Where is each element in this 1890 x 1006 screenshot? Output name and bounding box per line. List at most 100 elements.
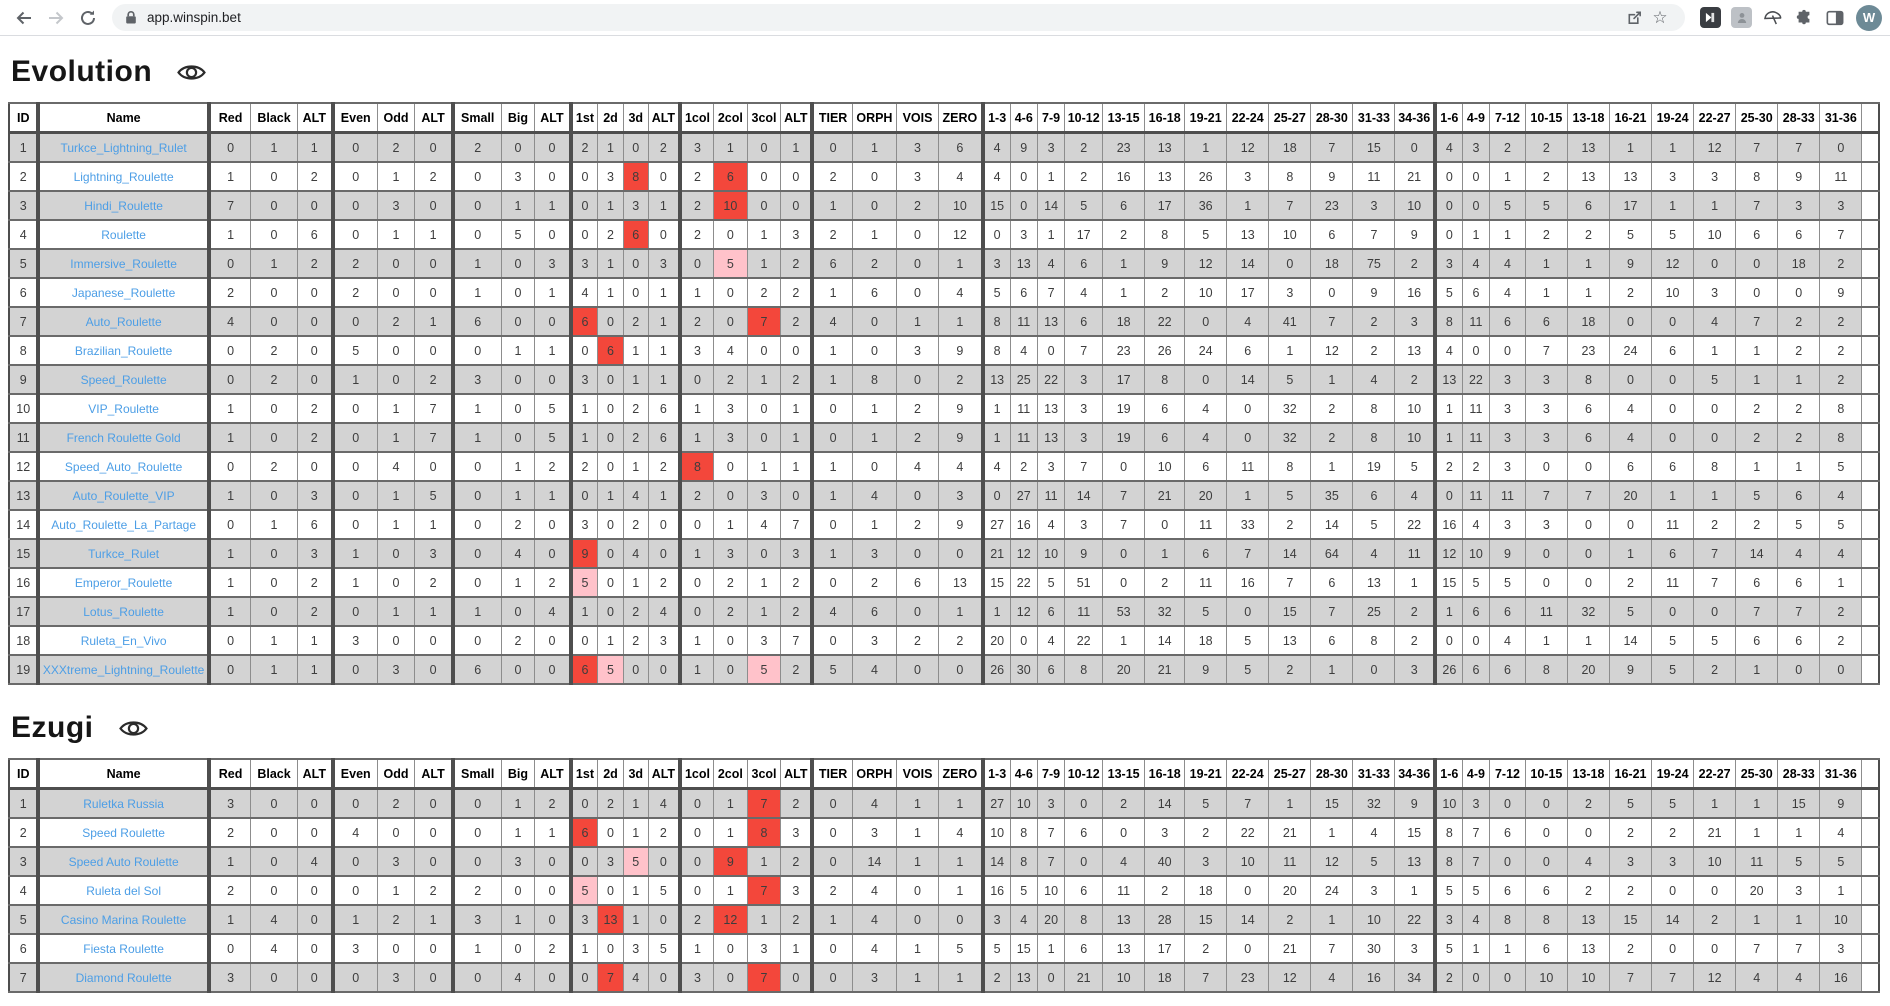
column-header: 13-15 bbox=[1102, 102, 1146, 134]
stat-cell: 0 bbox=[677, 248, 715, 279]
trailing-empty-cell bbox=[1861, 904, 1880, 935]
row-name-cell[interactable]: Immersive_Roulette bbox=[36, 248, 210, 279]
row-name-cell[interactable]: Speed Roulette bbox=[36, 817, 210, 848]
row-name-cell[interactable]: Casino Marina Roulette bbox=[36, 904, 210, 935]
game-name-link[interactable]: Ruleta_En_Vivo bbox=[80, 633, 167, 648]
game-name-link[interactable]: Turkce_Lightning_Rulet bbox=[60, 140, 187, 155]
stat-cell: 4 bbox=[980, 161, 1011, 192]
stat-cell: 1 bbox=[1036, 219, 1066, 250]
puzzle-icon[interactable] bbox=[1791, 5, 1816, 30]
game-name-link[interactable]: Lotus_Roulette bbox=[83, 604, 164, 619]
row-name-cell[interactable]: Hindi_Roulette bbox=[36, 190, 210, 221]
row-name-cell[interactable]: Brazilian_Roulette bbox=[36, 335, 210, 366]
game-name-link[interactable]: Immersive_Roulette bbox=[70, 256, 177, 271]
row-name-cell[interactable]: Ruleta_En_Vivo bbox=[36, 625, 210, 656]
stat-cell: 0 bbox=[677, 567, 715, 598]
stat-cell: 6 bbox=[1009, 277, 1038, 308]
bookmark-star-icon[interactable]: ☆ bbox=[1652, 8, 1668, 27]
stat-cell: 6 bbox=[568, 654, 599, 685]
row-name-cell[interactable]: Auto_Roulette_La_Partage bbox=[36, 509, 210, 540]
game-name-link[interactable]: Speed Auto Roulette bbox=[68, 854, 179, 869]
game-name-link[interactable]: Ruleta del Sol bbox=[86, 883, 161, 898]
stat-cell: 0 bbox=[1394, 131, 1436, 163]
game-name-link[interactable]: Speed_Auto_Roulette bbox=[64, 459, 183, 474]
row-name-cell[interactable]: Ruletka Russia bbox=[36, 787, 210, 819]
stat-cell: 7 bbox=[1777, 933, 1821, 964]
row-name-cell[interactable]: Lightning_Roulette bbox=[36, 161, 210, 192]
game-name-link[interactable]: VIP_Roulette bbox=[88, 401, 159, 416]
visibility-eye-icon[interactable] bbox=[118, 717, 149, 740]
row-name-cell[interactable]: Japanese_Roulette bbox=[36, 277, 210, 308]
row-name-cell[interactable]: Turkce_Lightning_Rulet bbox=[36, 131, 210, 163]
row-name-cell[interactable]: Auto_Roulette bbox=[36, 306, 210, 337]
stat-cell: 2 bbox=[895, 422, 940, 453]
row-name-cell[interactable]: Ruleta del Sol bbox=[36, 875, 210, 906]
visibility-eye-icon[interactable] bbox=[176, 61, 207, 84]
column-header: 28-30 bbox=[1310, 102, 1354, 134]
game-name-link[interactable]: Turkce_Rulet bbox=[88, 546, 160, 561]
stat-cell: 3 bbox=[206, 787, 252, 819]
game-name-link[interactable]: Speed Roulette bbox=[82, 825, 165, 840]
row-name-cell[interactable]: French Roulette Gold bbox=[36, 422, 210, 453]
forward-icon[interactable] bbox=[42, 4, 70, 32]
stat-cell: 9 bbox=[568, 538, 599, 569]
stat-cell: 0 bbox=[1735, 248, 1779, 279]
game-name-link[interactable]: Casino Marina Roulette bbox=[60, 912, 187, 927]
stat-cell: 3 bbox=[622, 933, 649, 964]
row-name-cell[interactable]: Diamond Roulette bbox=[36, 962, 210, 993]
row-name-cell[interactable]: VIP_Roulette bbox=[36, 393, 210, 424]
game-name-link[interactable]: Speed_Roulette bbox=[80, 372, 167, 387]
stat-cell: 22 bbox=[1226, 817, 1270, 848]
row-name-cell[interactable]: Turkce_Rulet bbox=[36, 538, 210, 569]
stat-cell: 0 bbox=[1461, 190, 1491, 221]
side-panel-icon[interactable] bbox=[1822, 5, 1847, 30]
stat-cell: 16 bbox=[980, 875, 1011, 906]
stat-cell: 0 bbox=[895, 538, 940, 569]
game-name-link[interactable]: Ruletka Russia bbox=[83, 796, 164, 811]
row-name-cell[interactable]: Speed_Auto_Roulette bbox=[36, 451, 210, 482]
stat-cell: 5 bbox=[1777, 846, 1821, 877]
back-icon[interactable] bbox=[10, 4, 38, 32]
stat-cell: 6 bbox=[1489, 306, 1526, 337]
row-name-cell[interactable]: Roulette bbox=[36, 219, 210, 250]
profile-avatar[interactable]: W bbox=[1856, 4, 1882, 31]
stat-cell: 5 bbox=[1394, 451, 1436, 482]
row-name-cell[interactable]: Auto_Roulette_VIP bbox=[36, 480, 210, 511]
row-name-cell[interactable]: Emperor_Roulette bbox=[36, 567, 210, 598]
extension-3-umbrella-icon[interactable] bbox=[1760, 5, 1785, 30]
game-name-link[interactable]: Lightning_Roulette bbox=[73, 169, 174, 184]
stat-cell: 14 bbox=[1226, 904, 1270, 935]
game-name-link[interactable]: Auto_Roulette_VIP bbox=[72, 488, 175, 503]
row-name-cell[interactable]: Lotus_Roulette bbox=[36, 596, 210, 627]
game-name-link[interactable]: Hindi_Roulette bbox=[84, 198, 163, 213]
stat-cell: 0 bbox=[746, 538, 782, 569]
url-bar[interactable]: app.winspin.bet ☆ bbox=[112, 4, 1685, 31]
game-name-link[interactable]: Diamond Roulette bbox=[75, 970, 172, 985]
game-name-link[interactable]: Roulette bbox=[101, 227, 146, 242]
game-name-link[interactable]: XXXtreme_Lightning_Roulette bbox=[42, 662, 205, 677]
extension-1-icon[interactable] bbox=[1698, 5, 1723, 30]
extension-2-icon[interactable] bbox=[1729, 5, 1754, 30]
stat-cell: 1 bbox=[746, 567, 782, 598]
stat-cell: 8 bbox=[1819, 393, 1863, 424]
column-header: ORPH bbox=[851, 102, 898, 134]
game-name-link[interactable]: Emperor_Roulette bbox=[74, 575, 173, 590]
stat-cell: 2 bbox=[1819, 248, 1863, 279]
game-name-link[interactable]: Fiesta Roulette bbox=[83, 941, 164, 956]
share-icon[interactable] bbox=[1621, 5, 1647, 31]
stat-cell: 7 bbox=[1310, 131, 1354, 163]
url-text[interactable]: app.winspin.bet bbox=[147, 10, 241, 25]
game-name-link[interactable]: Auto_Roulette_La_Partage bbox=[51, 517, 197, 532]
game-name-link[interactable]: French Roulette Gold bbox=[66, 430, 181, 445]
row-name-cell[interactable]: XXXtreme_Lightning_Roulette bbox=[36, 654, 210, 685]
row-name-cell[interactable]: Speed Auto Roulette bbox=[36, 846, 210, 877]
stat-cell: 0 bbox=[414, 277, 454, 308]
stat-cell: 23 bbox=[1566, 335, 1610, 366]
row-name-cell[interactable]: Speed_Roulette bbox=[36, 364, 210, 395]
game-name-link[interactable]: Japanese_Roulette bbox=[71, 285, 176, 300]
game-name-link[interactable]: Brazilian_Roulette bbox=[74, 343, 173, 358]
stat-cell: 0 bbox=[296, 277, 334, 308]
game-name-link[interactable]: Auto_Roulette bbox=[85, 314, 162, 329]
reload-icon[interactable] bbox=[74, 4, 102, 32]
row-name-cell[interactable]: Fiesta Roulette bbox=[36, 933, 210, 964]
